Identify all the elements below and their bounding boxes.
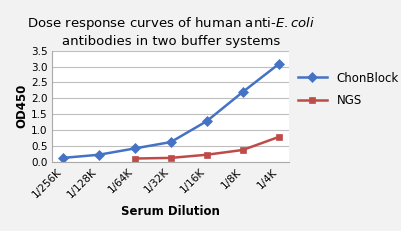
Title: Dose response curves of human anti-$\it{E. coli}$
antibodies in two buffer syste: Dose response curves of human anti-$\it{… [27,15,314,48]
NGS [240,149,245,151]
ChonBlock [96,153,101,156]
Y-axis label: OD450: OD450 [15,84,28,128]
ChonBlock [275,63,280,66]
ChonBlock [204,120,209,122]
ChonBlock [132,147,137,150]
X-axis label: Serum Dilution: Serum Dilution [121,205,220,218]
Line: ChonBlock: ChonBlock [59,61,282,161]
NGS [132,157,137,160]
NGS [204,153,209,156]
ChonBlock [240,91,245,93]
NGS [275,136,280,138]
ChonBlock [168,141,173,143]
Legend: ChonBlock, NGS: ChonBlock, NGS [297,72,398,107]
ChonBlock [61,157,65,159]
Line: NGS: NGS [131,134,282,162]
NGS [168,157,173,159]
